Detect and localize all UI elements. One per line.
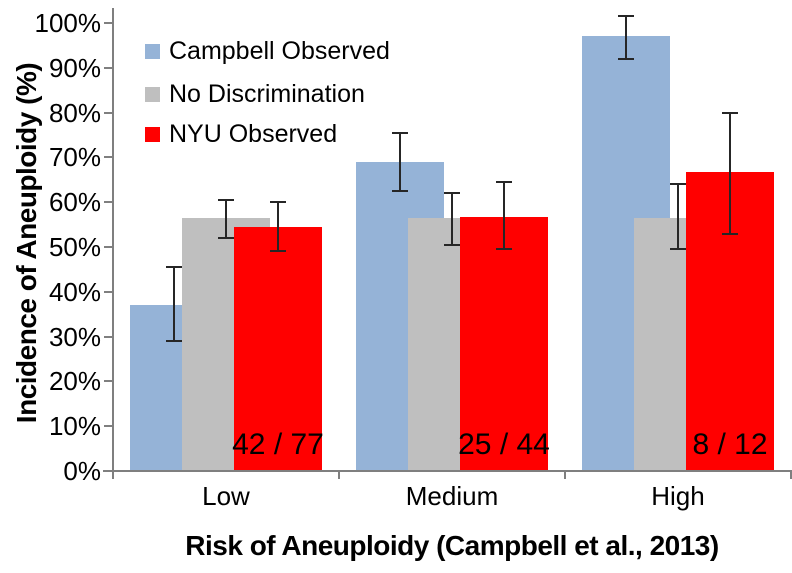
- y-axis-tick: [104, 335, 112, 338]
- y-axis-tick: [104, 66, 112, 69]
- error-bar-cap-top: [496, 181, 512, 184]
- y-axis-tick: [104, 111, 112, 114]
- y-tick-label: 50%: [48, 232, 101, 262]
- legend-swatch-icon: [145, 87, 160, 102]
- error-bar-line: [625, 16, 627, 59]
- bar-fraction-label: 42 / 77: [232, 428, 324, 461]
- y-axis-tick: [104, 201, 112, 204]
- bar-fraction-label: 8 / 12: [692, 428, 768, 461]
- x-axis-line: [103, 470, 792, 472]
- error-bar-cap-top: [670, 183, 686, 186]
- x-axis-tick: [338, 472, 340, 479]
- error-bar-line: [173, 267, 175, 342]
- y-axis-tick: [104, 380, 112, 383]
- error-bar-line: [277, 202, 279, 252]
- error-bar-cap-bottom: [722, 232, 738, 235]
- bar-nyu-observed-medium: [460, 216, 548, 470]
- error-bar-cap-top: [444, 192, 460, 195]
- bar-nyu-observed-low: [234, 226, 322, 470]
- y-tick-label: 30%: [48, 321, 101, 352]
- error-bar-line: [225, 199, 227, 239]
- error-bar-line: [677, 184, 679, 250]
- x-category-label-high: High: [651, 481, 705, 511]
- x-category-label-low: Low: [202, 481, 250, 511]
- error-bar-cap-bottom: [670, 248, 686, 251]
- legend-swatch-icon: [145, 127, 160, 142]
- x-category-label-medium: Medium: [405, 481, 499, 511]
- bar-fraction-label: 25 / 44: [458, 428, 550, 461]
- error-bar-cap-bottom: [166, 340, 182, 343]
- y-axis-tick: [104, 425, 112, 428]
- error-bar-cap-bottom: [618, 57, 634, 60]
- error-bar-cap-bottom: [444, 243, 460, 246]
- x-axis-title: Risk of Aneuploidy (Campbell et al., 201…: [185, 530, 719, 561]
- y-tick-label: 20%: [48, 366, 101, 397]
- y-tick-label: 90%: [48, 52, 101, 83]
- error-bar-line: [503, 182, 505, 250]
- y-tick-label: 40%: [48, 276, 101, 307]
- error-bar-cap-top: [392, 131, 408, 134]
- y-tick-label: 70%: [48, 142, 101, 173]
- y-tick-label: 100%: [34, 8, 102, 38]
- legend-label: Campbell Observed: [169, 37, 390, 65]
- error-bar-cap-bottom: [218, 237, 234, 240]
- error-bar-cap-top: [270, 201, 286, 204]
- error-bar-cap-bottom: [270, 250, 286, 253]
- error-bar-cap-bottom: [496, 248, 512, 251]
- y-tick-label: 60%: [48, 187, 101, 218]
- x-axis-tick: [112, 472, 114, 479]
- x-axis-tick: [790, 472, 792, 479]
- y-tick-label: 0%: [63, 456, 101, 486]
- y-axis-tick: [104, 290, 112, 293]
- error-bar-cap-bottom: [392, 190, 408, 192]
- legend-label: NYU Observed: [169, 120, 338, 148]
- legend-label: No Discrimination: [169, 80, 365, 108]
- y-tick-label: 10%: [48, 411, 101, 442]
- error-bar-cap-top: [166, 266, 182, 269]
- error-bar-line: [451, 193, 453, 245]
- error-bar-cap-top: [618, 15, 634, 18]
- y-axis-tick: [104, 22, 112, 24]
- legend-item-nyu-observed: NYU Observed: [145, 121, 337, 148]
- y-tick-label: 80%: [48, 97, 101, 128]
- x-axis-tick: [564, 472, 566, 479]
- y-axis-tick: [104, 470, 112, 472]
- y-axis-line: [112, 8, 114, 471]
- y-axis-tick: [104, 246, 112, 248]
- legend-swatch-icon: [145, 44, 160, 59]
- legend-item-campbell-observed: Campbell Observed: [145, 38, 390, 65]
- error-bar-cap-top: [722, 111, 738, 114]
- legend-item-no-discrimination: No Discrimination: [145, 81, 365, 108]
- error-bar-line: [399, 132, 401, 191]
- error-bar-cap-top: [218, 198, 234, 201]
- y-axis-tick: [104, 156, 112, 159]
- error-bar-line: [729, 112, 731, 234]
